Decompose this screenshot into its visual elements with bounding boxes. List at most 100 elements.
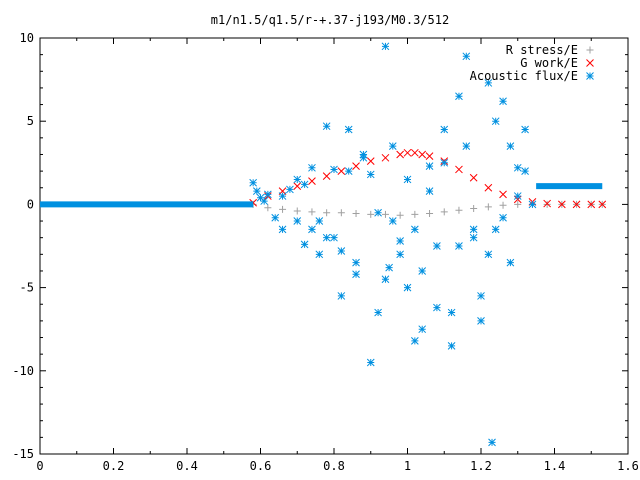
data-point <box>410 225 419 234</box>
x-tick-label: 1 <box>404 459 411 473</box>
data-point <box>293 175 302 184</box>
x-tick-label: 0.6 <box>250 459 272 473</box>
data-point <box>469 225 478 234</box>
data-point <box>278 192 287 200</box>
data-point <box>366 170 375 179</box>
data-point <box>367 210 375 218</box>
data-point <box>433 303 441 312</box>
data-point <box>491 117 500 126</box>
data-point <box>433 242 441 250</box>
data-point <box>322 122 331 131</box>
data-point <box>528 200 537 209</box>
data-point <box>513 163 522 172</box>
data-point <box>499 190 507 199</box>
data-point <box>315 217 324 225</box>
data-point <box>263 190 272 199</box>
legend-marker <box>586 72 594 80</box>
data-point <box>337 167 346 175</box>
data-point <box>352 210 360 218</box>
data-point <box>477 292 485 300</box>
data-point <box>337 247 346 255</box>
x-tick-label: 1.4 <box>544 459 566 473</box>
data-point <box>447 341 456 350</box>
data-point <box>455 206 463 214</box>
data-point <box>455 92 463 101</box>
data-point <box>455 242 463 250</box>
data-point <box>330 165 338 174</box>
data-point <box>374 208 382 217</box>
data-point <box>499 201 507 209</box>
plot-frame <box>39 37 629 455</box>
data-point <box>388 217 397 225</box>
y-tick-label: 5 <box>27 114 34 128</box>
data-point <box>256 193 265 202</box>
data-point <box>513 192 522 200</box>
data-point <box>403 175 412 184</box>
data-point <box>396 150 405 159</box>
data-point <box>252 187 261 195</box>
data-point <box>381 153 390 162</box>
data-point <box>403 283 412 292</box>
y-tick-label: -10 <box>12 364 34 378</box>
data-point <box>381 42 390 51</box>
data-point <box>308 208 316 216</box>
chart-title: m1/n1.5/q1.5/r-+.37-j193/M0.3/512 <box>211 13 449 27</box>
data-point <box>587 200 596 209</box>
data-point <box>359 150 368 159</box>
data-point <box>462 142 471 151</box>
data-point <box>323 209 331 217</box>
data-point <box>425 162 434 170</box>
data-point <box>488 438 496 447</box>
data-point <box>484 203 492 211</box>
data-point <box>322 233 331 242</box>
data-point <box>484 250 493 259</box>
data-point <box>322 172 331 180</box>
y-tick-label: -15 <box>12 447 34 461</box>
data-point <box>543 200 551 208</box>
data-point <box>440 125 449 134</box>
data-point <box>293 182 302 190</box>
data-point <box>388 142 397 151</box>
data-point <box>315 250 324 259</box>
x-tick-label: 0.2 <box>103 459 125 473</box>
data-point <box>300 240 309 249</box>
data-point <box>396 250 405 259</box>
x-tick-label: 0.4 <box>176 459 198 473</box>
data-point <box>598 200 607 209</box>
legend-label: R stress/E <box>506 43 578 57</box>
legend-label: G work/E <box>520 56 578 70</box>
data-point <box>278 225 287 234</box>
data-point <box>381 275 390 284</box>
series-0 <box>249 200 606 219</box>
data-point <box>337 209 345 217</box>
data-point <box>344 167 353 175</box>
data-point <box>410 336 419 345</box>
data-point <box>381 210 389 218</box>
data-point <box>308 163 316 172</box>
legend-marker <box>586 59 594 67</box>
data-point <box>271 213 280 222</box>
data-point <box>506 142 515 151</box>
series-2 <box>40 42 603 447</box>
y-tick-label: 0 <box>27 197 34 211</box>
data-point <box>293 207 301 215</box>
data-point <box>286 185 294 194</box>
y-tick-label: 10 <box>20 31 34 45</box>
x-tick-label: 0.8 <box>323 459 345 473</box>
data-point <box>477 317 485 325</box>
data-point <box>396 211 404 219</box>
axis-ticks: 0 0.2 0.4 0.6 0.8 1 1.2 1.4 1.6 -15 -10 -5 0 5 10 <box>12 31 639 473</box>
data-point <box>455 165 463 174</box>
data-point <box>462 52 471 61</box>
data-point <box>447 308 456 317</box>
data-point <box>374 308 382 317</box>
data-point <box>469 173 478 182</box>
data-point <box>470 205 478 213</box>
data-point <box>308 177 316 185</box>
data-point <box>279 205 287 213</box>
data-point <box>330 233 338 242</box>
data-point <box>344 125 353 134</box>
data-point <box>469 233 478 242</box>
x-tick-label: 0 <box>36 459 43 473</box>
data-point <box>293 217 302 225</box>
